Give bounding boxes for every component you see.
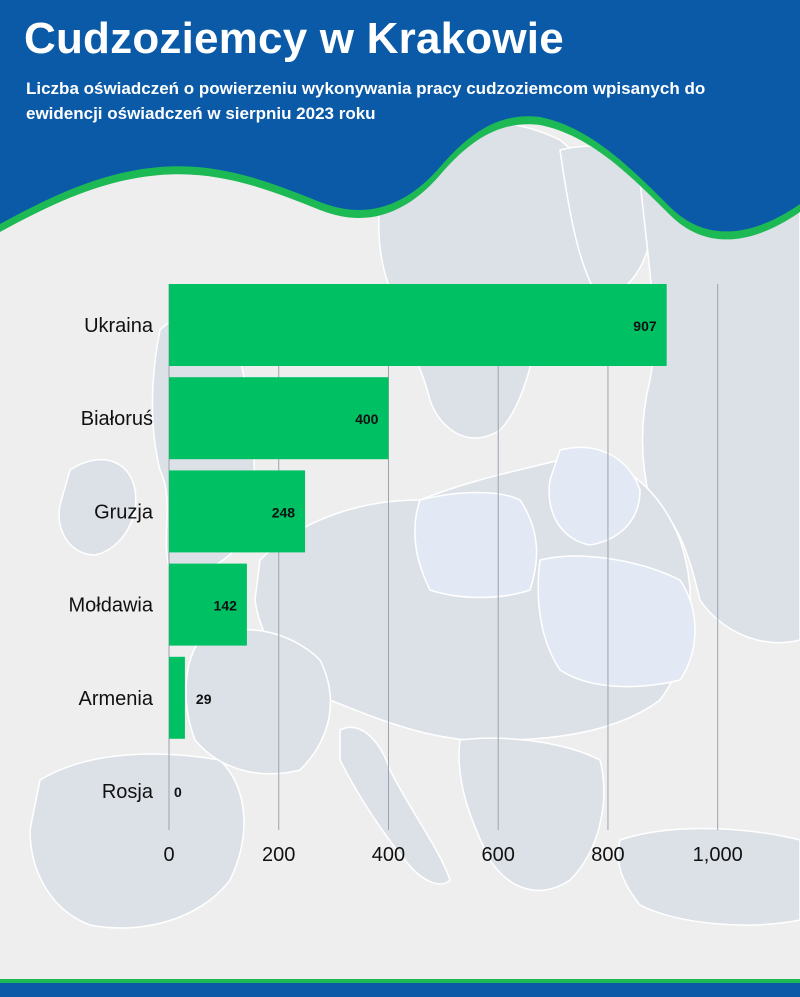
footer-accent-line bbox=[0, 979, 800, 983]
page-subtitle: Liczba oświadczeń o powierzeniu wykonywa… bbox=[26, 79, 706, 123]
data-label: 907 bbox=[633, 318, 657, 334]
header-blue-wave bbox=[0, 0, 800, 232]
footer-bar bbox=[0, 983, 800, 997]
grid-lines bbox=[168, 284, 719, 830]
bar-mołdawia bbox=[169, 563, 247, 646]
x-tick-label: 0 bbox=[163, 844, 174, 866]
map-poland bbox=[414, 491, 538, 599]
x-tick-label: 600 bbox=[482, 844, 515, 866]
map-iberia bbox=[29, 753, 245, 929]
x-axis-ticks: 0 200 400 600 800 1,000 bbox=[163, 844, 742, 866]
map-ukraine bbox=[537, 555, 696, 688]
map-black-sea bbox=[640, 747, 773, 825]
category-label: Mołdawia bbox=[69, 595, 154, 617]
x-tick-label: 800 bbox=[591, 844, 624, 866]
data-label: 248 bbox=[272, 504, 296, 520]
category-label: Białoruś bbox=[81, 408, 153, 430]
bar-gruzja bbox=[169, 470, 306, 553]
page-title: Cudzoziemcy w Krakowie bbox=[24, 14, 564, 63]
category-label: Armenia bbox=[79, 688, 154, 710]
map-italy bbox=[339, 726, 451, 885]
header-background bbox=[0, 0, 800, 240]
map-ireland bbox=[58, 459, 137, 556]
category-label: Rosja bbox=[102, 781, 154, 803]
category-label: Ukraina bbox=[84, 315, 154, 337]
map-france bbox=[185, 628, 332, 775]
map-balkans bbox=[458, 737, 605, 892]
x-tick-label: 1,000 bbox=[693, 844, 743, 866]
value-labels: 907 400 248 142 29 0 bbox=[174, 318, 657, 800]
x-tick-label: 200 bbox=[262, 844, 295, 866]
map-turkey bbox=[617, 827, 800, 926]
data-label: 142 bbox=[214, 598, 238, 614]
bar-ukraina bbox=[169, 284, 667, 366]
data-label: 0 bbox=[174, 784, 182, 800]
bars bbox=[169, 284, 667, 739]
category-labels: Ukraina Białoruś Gruzja Mołdawia Armenia Rosj… bbox=[69, 315, 154, 803]
x-tick-label: 400 bbox=[372, 844, 405, 866]
data-label: 400 bbox=[355, 411, 379, 427]
map-belarus bbox=[548, 446, 641, 546]
category-label: Gruzja bbox=[94, 501, 154, 523]
bar-białoruś bbox=[169, 377, 389, 460]
data-label: 29 bbox=[196, 691, 212, 707]
bar-armenia bbox=[169, 656, 185, 739]
